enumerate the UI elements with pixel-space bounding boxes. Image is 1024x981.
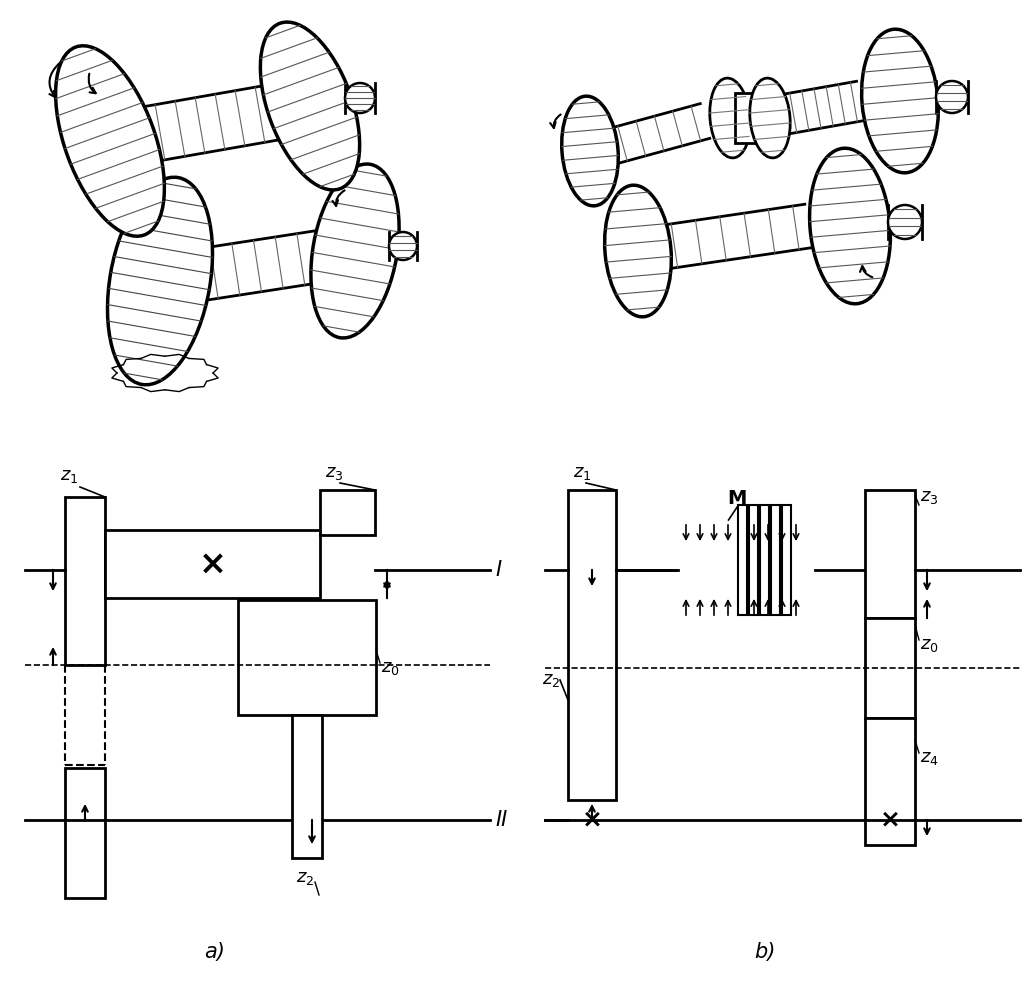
Text: $z_2$: $z_2$: [296, 869, 314, 887]
Text: $z_3$: $z_3$: [920, 488, 938, 506]
Ellipse shape: [562, 96, 618, 206]
Ellipse shape: [710, 78, 751, 158]
Bar: [738, 505, 746, 615]
Text: $z_2$: $z_2$: [542, 671, 560, 689]
Text: b): b): [755, 942, 776, 962]
Text: $z_3$: $z_3$: [325, 464, 343, 482]
Text: ×: ×: [199, 547, 226, 581]
Bar: [568, 490, 616, 800]
Ellipse shape: [55, 46, 165, 236]
Bar: [65, 768, 105, 898]
Ellipse shape: [311, 164, 399, 338]
Ellipse shape: [604, 185, 672, 317]
Ellipse shape: [936, 81, 968, 113]
Bar: [319, 490, 375, 535]
Text: ×: ×: [582, 808, 602, 832]
Bar: [760, 505, 769, 615]
Bar: [782, 505, 791, 615]
Bar: [865, 718, 915, 845]
Bar: [65, 497, 105, 665]
Ellipse shape: [345, 83, 375, 113]
Text: ×: ×: [880, 808, 900, 832]
Bar: [865, 618, 915, 718]
Text: $z_0$: $z_0$: [381, 659, 399, 677]
Text: a): a): [205, 942, 225, 962]
Bar: [771, 505, 780, 615]
Ellipse shape: [260, 22, 359, 190]
Text: $z_4$: $z_4$: [920, 749, 939, 767]
Bar: [865, 490, 915, 618]
Ellipse shape: [861, 29, 938, 173]
Ellipse shape: [810, 148, 891, 304]
Bar: [105, 530, 319, 598]
Text: $z_0$: $z_0$: [920, 636, 939, 654]
Bar: [749, 505, 758, 615]
Text: $z_1$: $z_1$: [60, 467, 79, 485]
Bar: [735, 93, 773, 143]
Ellipse shape: [888, 205, 922, 239]
Ellipse shape: [389, 232, 417, 260]
Text: M: M: [727, 489, 746, 507]
Ellipse shape: [750, 78, 791, 158]
Ellipse shape: [108, 178, 213, 385]
Bar: [238, 600, 376, 715]
Bar: [292, 715, 322, 858]
Text: I: I: [495, 560, 501, 580]
Text: II: II: [495, 810, 507, 830]
Text: $z_1$: $z_1$: [573, 464, 592, 482]
